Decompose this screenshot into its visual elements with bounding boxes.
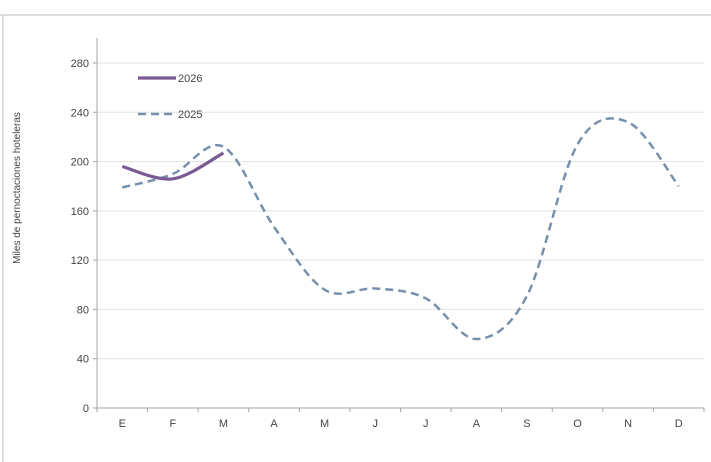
x-tick-label: A: [270, 418, 278, 430]
y-tick-label: 200: [71, 157, 89, 169]
y-tick-label: 80: [77, 304, 89, 316]
series-line-2025: [121, 117, 680, 341]
axes: [93, 38, 705, 412]
x-tick-label: A: [473, 418, 481, 430]
x-tick-label: M: [320, 418, 329, 430]
x-tick-label: O: [573, 418, 582, 430]
y-tick-labels: 0 40 80 120 160 200 240 280: [71, 58, 89, 415]
x-tick-label: J: [423, 418, 429, 430]
x-tick-label: J: [372, 418, 378, 430]
x-tick-label: F: [170, 418, 177, 430]
legend-label-2025: 2025: [178, 109, 202, 121]
x-tick-label: M: [219, 418, 228, 430]
legend: 2026 2025: [138, 73, 202, 121]
x-tick-label: E: [119, 418, 126, 430]
gridlines: [97, 62, 704, 360]
series-line-2026: [121, 151, 225, 181]
series-lines: [121, 117, 680, 341]
x-tick-label: D: [675, 418, 683, 430]
x-tick-label: S: [523, 418, 530, 430]
x-tick-label: N: [624, 418, 632, 430]
y-axis-title: Miles de pernoctaciones hoteleras: [12, 112, 23, 264]
y-tick-label: 120: [71, 255, 89, 267]
y-tick-label: 240: [71, 107, 89, 119]
y-tick-label: 280: [71, 58, 89, 70]
y-tick-label: 0: [83, 403, 89, 415]
y-tick-label: 160: [71, 206, 89, 218]
y-tick-label: 40: [77, 354, 89, 366]
legend-label-2026: 2026: [178, 73, 202, 85]
